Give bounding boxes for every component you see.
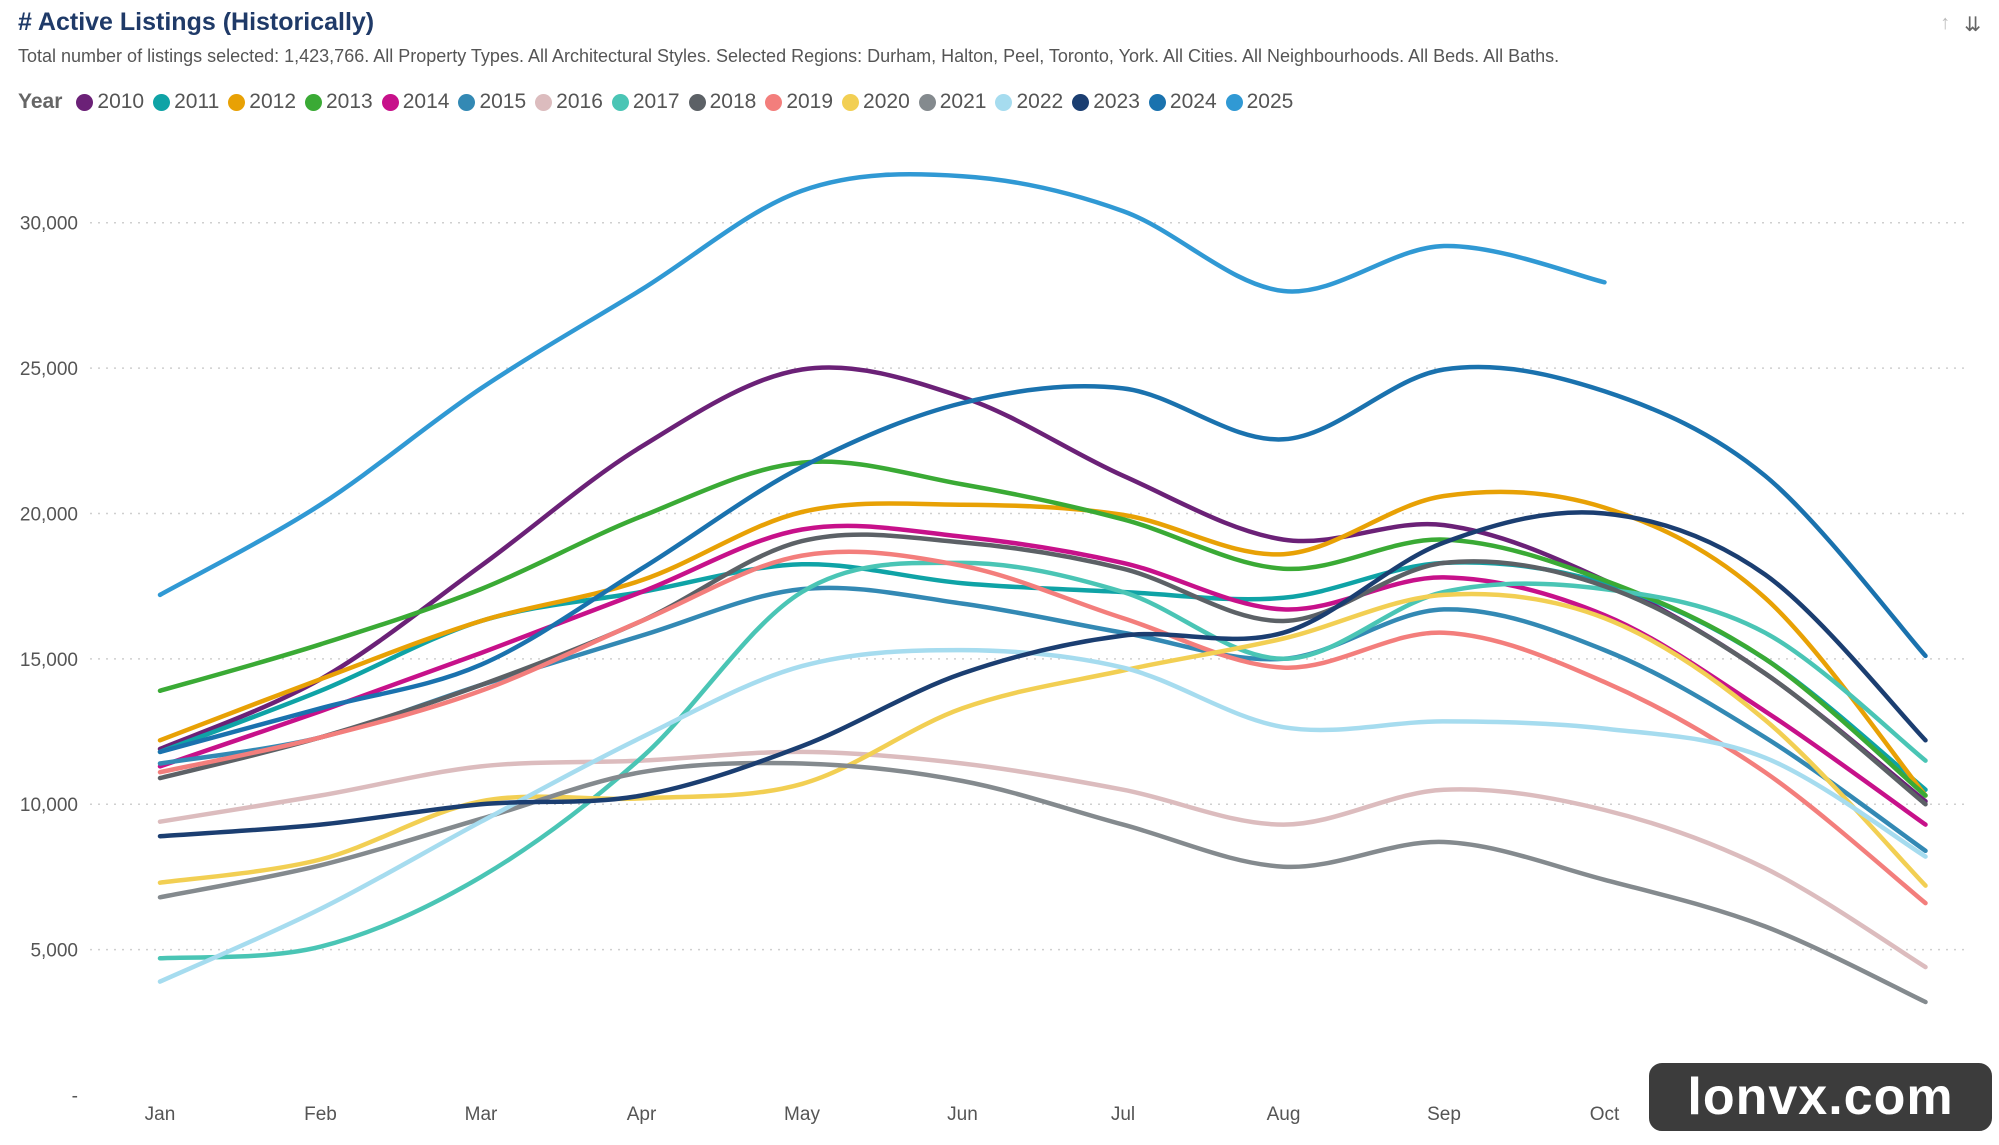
legend: Year 2010 2011 2012 2013 2014 2015 2016 2017 201… (18, 90, 1302, 114)
x-tick-label: Aug (1267, 1104, 1301, 1125)
x-tick-label: Feb (304, 1104, 337, 1125)
legend-label: 2020 (863, 90, 910, 113)
legend-items: 2010 2011 2012 2013 2014 2015 2016 2017 2018 2019… (76, 90, 1302, 114)
series-line-2022 (157, 647, 1928, 984)
legend-swatch-icon (1225, 93, 1243, 111)
legend-item-2012[interactable]: 2012 (228, 90, 296, 114)
y-tick-label: 25,000 (20, 359, 78, 380)
legend-item-2025[interactable]: 2025 (1225, 90, 1294, 114)
legend-item-2024[interactable]: 2024 (1148, 90, 1217, 114)
series-line-2025 (157, 172, 1607, 598)
y-tick-label: 15,000 (20, 650, 78, 671)
series-line-2024 (157, 364, 1928, 755)
watermark-logo: lonvx.com (1646, 1060, 1995, 1134)
legend-swatch-icon (918, 93, 936, 111)
legend-item-2017[interactable]: 2017 (611, 90, 680, 114)
legend-swatch-icon (842, 93, 860, 111)
legend-item-2016[interactable]: 2016 (535, 90, 603, 114)
x-tick-label: Sep (1427, 1104, 1461, 1125)
legend-label: 2014 (402, 90, 450, 113)
y-tick-label: 20,000 (20, 504, 78, 525)
legend-label: 2021 (939, 90, 987, 113)
sort-descending-icon[interactable]: ⇊ (1964, 14, 1981, 36)
x-tick-label: Mar (465, 1104, 498, 1125)
legend-swatch-icon (611, 93, 629, 111)
legend-label: 2010 (97, 90, 145, 113)
legend-label: 2012 (249, 90, 296, 113)
legend-swatch-icon (305, 93, 322, 111)
legend-title: Year (18, 90, 63, 113)
series-line-2012 (157, 489, 1928, 798)
legend-label: 2015 (479, 90, 527, 113)
x-tick-label: May (784, 1104, 820, 1125)
legend-swatch-icon (688, 93, 706, 111)
legend-item-2014[interactable]: 2014 (381, 90, 450, 114)
legend-label: 2022 (1016, 90, 1064, 113)
legend-swatch-icon (1148, 93, 1166, 111)
series-line-2019 (157, 549, 1928, 906)
legend-item-2010[interactable]: 2010 (76, 90, 144, 114)
legend-swatch-icon (76, 93, 94, 111)
legend-swatch-icon (535, 93, 553, 111)
sort-ascending-icon[interactable]: ↑ (1940, 12, 1951, 34)
y-tick-label: - (72, 1086, 78, 1107)
legend-label: 2019 (786, 90, 834, 113)
chart-title: # Active Listings (Historically) (18, 8, 375, 36)
x-tick-label: Jun (947, 1104, 978, 1125)
legend-item-2021[interactable]: 2021 (918, 90, 987, 114)
legend-swatch-icon (1072, 93, 1090, 111)
legend-swatch-icon (995, 93, 1013, 111)
legend-label: 2023 (1093, 90, 1140, 113)
x-tick-label: Jan (145, 1104, 176, 1125)
legend-item-2011[interactable]: 2011 (153, 90, 219, 114)
x-tick-label: Oct (1590, 1104, 1620, 1125)
legend-label: 2024 (1169, 90, 1217, 113)
series-line-2017 (157, 560, 1928, 961)
legend-label: 2011 (174, 90, 220, 113)
legend-label: 2013 (326, 90, 373, 113)
legend-item-2019[interactable]: 2019 (765, 90, 833, 114)
legend-swatch-icon (458, 93, 476, 111)
series-line-2016 (157, 749, 1928, 970)
legend-swatch-icon (381, 93, 399, 111)
series-line-2021 (157, 760, 1928, 1005)
legend-swatch-icon (765, 93, 783, 111)
y-tick-label: 30,000 (20, 214, 78, 235)
series-line-2018 (157, 532, 1928, 807)
y-tick-label: 5,000 (30, 941, 78, 962)
legend-item-2018[interactable]: 2018 (688, 90, 757, 114)
sort-controls: ↑ ⇊ (1940, 12, 1981, 37)
legend-label: 2018 (709, 90, 757, 113)
x-tick-label: Apr (627, 1104, 657, 1125)
legend-label: 2017 (632, 90, 680, 113)
chart-subtitle: Total number of listings selected: 1,423… (18, 46, 1560, 66)
legend-item-2022[interactable]: 2022 (995, 90, 1063, 114)
legend-item-2020[interactable]: 2020 (842, 90, 910, 114)
legend-item-2015[interactable]: 2015 (458, 90, 526, 114)
legend-label: 2025 (1246, 90, 1294, 113)
legend-label: 2016 (556, 90, 603, 113)
legend-swatch-icon (228, 93, 246, 111)
legend-swatch-icon (153, 93, 171, 111)
series-line-2023 (157, 510, 1928, 839)
series-line-2013 (157, 459, 1928, 798)
legend-item-2023[interactable]: 2023 (1072, 90, 1140, 114)
x-tick-label: Jul (1111, 1104, 1135, 1125)
legend-item-2013[interactable]: 2013 (305, 90, 373, 114)
y-tick-label: 10,000 (20, 795, 78, 816)
